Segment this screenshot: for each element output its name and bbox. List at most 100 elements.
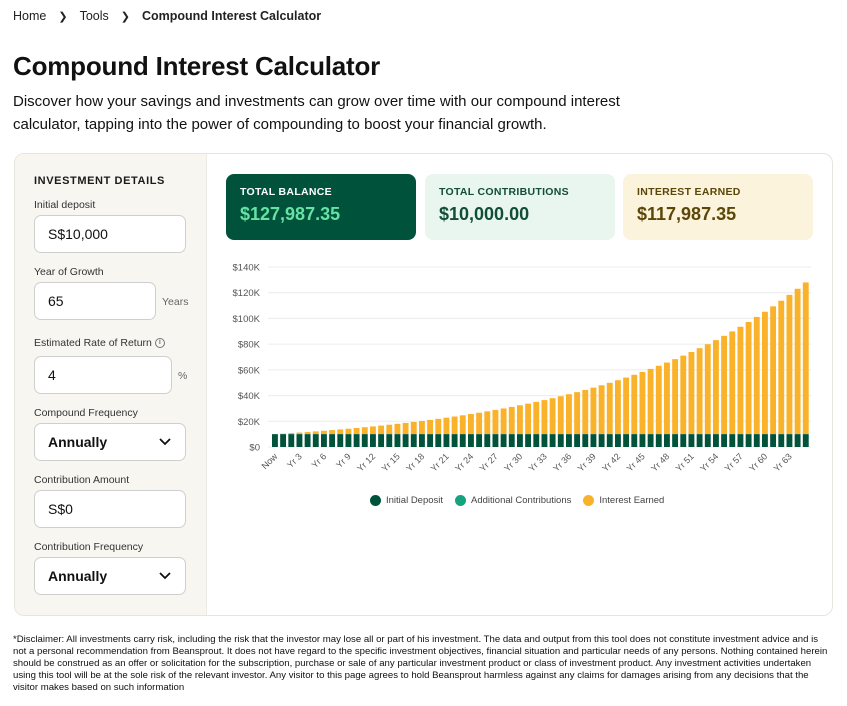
initial-deposit-label: Initial deposit	[34, 199, 96, 211]
breadcrumb-tools-link[interactable]: Tools	[79, 9, 109, 23]
interest-earned-bar	[753, 316, 760, 435]
x-tick-label: Yr 60	[747, 451, 769, 473]
interest-earned-bar	[492, 409, 499, 435]
initial-deposit-bar	[386, 434, 393, 447]
interest-earned-bar	[729, 331, 736, 435]
breadcrumb-home-link[interactable]: Home	[13, 9, 47, 23]
initial-deposit-bar	[443, 434, 450, 447]
interest-earned-bar	[615, 380, 621, 435]
initial-deposit-bar	[737, 434, 744, 447]
chevron-down-icon	[159, 572, 171, 580]
initial-deposit-bar	[321, 434, 327, 447]
initial-deposit-bar	[296, 434, 303, 447]
interest-earned-bar	[713, 340, 719, 435]
interest-earned-bar	[606, 382, 613, 435]
interest-earned-card: INTEREST EARNED $117,987.35	[623, 174, 813, 240]
contribution-frequency-select[interactable]: Annually	[34, 557, 186, 595]
interest-earned-bar	[631, 374, 638, 435]
interest-earned-bar	[566, 394, 572, 435]
y-tick-label: $40K	[238, 391, 261, 402]
interest-earned-bar	[688, 351, 695, 435]
initial-deposit-bar	[492, 434, 499, 447]
interest-earned-value: $117,987.35	[637, 204, 737, 224]
years-unit: Years	[162, 296, 189, 308]
interest-earned-bar	[786, 294, 793, 435]
total-balance-label: TOTAL BALANCE	[240, 186, 332, 198]
interest-earned-bar	[664, 362, 670, 435]
initial-deposit-bar	[557, 434, 564, 447]
interest-earned-bar	[655, 365, 662, 435]
interest-earned-bar	[557, 396, 564, 435]
initial-deposit-bar	[361, 434, 368, 447]
interest-earned-bar	[541, 400, 548, 435]
initial-deposit-bar	[525, 434, 532, 447]
x-tick-label: Yr 57	[723, 451, 745, 473]
initial-deposit-bar	[476, 434, 483, 447]
legend-item-initial-deposit[interactable]: Initial Deposit	[370, 495, 443, 506]
interest-earned-bar	[304, 431, 311, 435]
interest-earned-bar	[402, 422, 409, 435]
contribution-amount-input[interactable]: S$0	[34, 490, 186, 528]
initial-deposit-bar	[353, 434, 360, 447]
interest-earned-bar	[590, 387, 597, 435]
investment-details-title: INVESTMENT DETAILS	[34, 175, 165, 187]
initial-deposit-bar	[680, 434, 687, 447]
interest-earned-bar	[353, 427, 360, 435]
interest-earned-bar	[672, 359, 679, 435]
legend-item-additional-contributions[interactable]: Additional Contributions	[455, 495, 571, 506]
compound-frequency-select[interactable]: Annually	[34, 423, 186, 461]
y-tick-label: $0	[249, 443, 260, 454]
total-contributions-card: TOTAL CONTRIBUTIONS $10,000.00	[425, 174, 615, 240]
interest-earned-bar	[598, 385, 605, 435]
breadcrumb: Home ❯ Tools ❯ Compound Interest Calcula…	[13, 9, 321, 23]
initial-deposit-bar	[598, 434, 605, 447]
interest-earned-bar	[443, 417, 450, 435]
chart-legend: Initial Deposit Additional Contributions…	[370, 495, 676, 506]
legend-swatch	[370, 495, 381, 506]
chevron-right-icon: ❯	[120, 10, 130, 23]
initial-deposit-bar	[753, 434, 760, 447]
initial-deposit-bar	[451, 434, 458, 447]
x-tick-label: Yr 39	[576, 451, 598, 473]
initial-deposit-bar	[696, 434, 703, 447]
years-input[interactable]: 65	[34, 282, 156, 320]
years-label: Year of Growth	[34, 266, 104, 278]
interest-earned-bar	[427, 419, 434, 435]
initial-deposit-bar	[378, 434, 385, 447]
y-tick-label: $20K	[238, 417, 261, 428]
x-tick-label: Yr 54	[698, 451, 720, 473]
initial-deposit-bar	[394, 434, 401, 447]
initial-deposit-bar	[623, 434, 630, 447]
compound-frequency-label: Compound Frequency	[34, 407, 138, 419]
contribution-frequency-label: Contribution Frequency	[34, 541, 144, 553]
rate-unit: %	[178, 370, 188, 382]
x-tick-label: Yr 15	[380, 451, 402, 473]
info-icon[interactable]: i	[154, 338, 165, 349]
interest-earned-label: INTEREST EARNED	[637, 186, 741, 198]
initial-deposit-bar	[549, 434, 556, 447]
legend-item-interest-earned[interactable]: Interest Earned	[583, 495, 664, 506]
total-balance-card: TOTAL BALANCE $127,987.35	[226, 174, 416, 240]
interest-earned-bar	[721, 335, 728, 435]
legend-label: Interest Earned	[599, 495, 665, 506]
initial-deposit-bar	[533, 434, 540, 447]
interest-earned-bar	[451, 416, 458, 435]
initial-deposit-bar	[615, 434, 621, 447]
interest-earned-bar	[280, 433, 287, 435]
initial-deposit-bar	[272, 434, 278, 447]
interest-earned-bar	[582, 389, 589, 435]
initial-deposit-bar	[721, 434, 728, 447]
initial-deposit-bar	[655, 434, 662, 447]
initial-deposit-bar	[770, 434, 777, 447]
y-tick-label: $100K	[233, 314, 261, 325]
x-tick-label: Yr 6	[310, 451, 329, 470]
interest-earned-bar	[533, 401, 540, 435]
rate-input[interactable]: 4	[34, 356, 172, 394]
interest-earned-bar	[296, 432, 303, 435]
initial-deposit-bar	[647, 434, 654, 447]
x-tick-label: Yr 63	[772, 451, 794, 473]
initial-deposit-input[interactable]: S$10,000	[34, 215, 186, 253]
x-tick-label: Yr 48	[649, 451, 671, 473]
interest-earned-bar	[288, 433, 295, 435]
legend-swatch	[455, 495, 467, 506]
